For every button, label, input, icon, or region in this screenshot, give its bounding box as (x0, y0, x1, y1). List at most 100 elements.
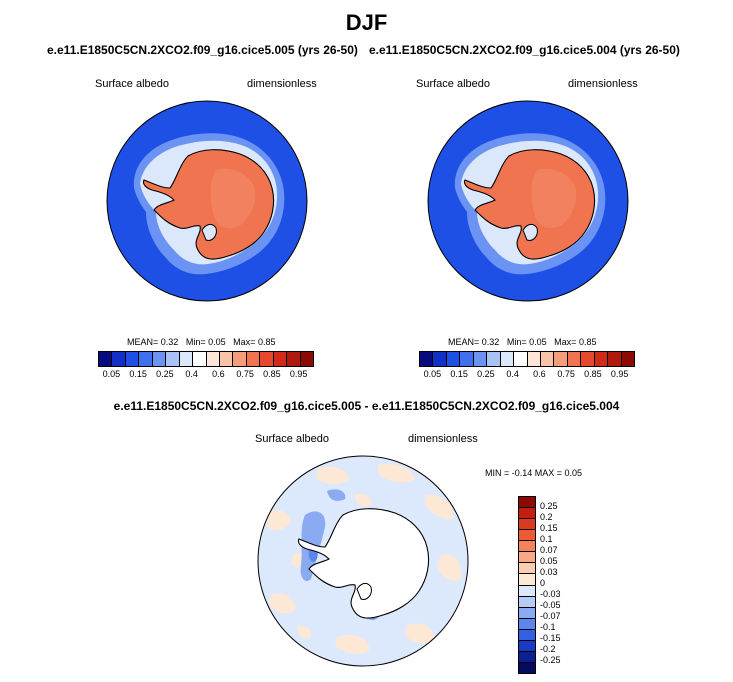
left-variable-label: Surface albedo (95, 78, 169, 90)
colorbar-box (607, 352, 621, 366)
colorbar-box (519, 497, 535, 508)
antarctica-land (297, 508, 430, 619)
colorbar-box (620, 352, 634, 366)
colorbar-tick-label: 0.95 (610, 369, 629, 379)
colorbar-box (99, 352, 112, 366)
colorbar-box (519, 595, 535, 607)
colorbar-tick-label: 0.4 (185, 369, 198, 379)
colorbar-box (519, 551, 535, 563)
left-units-label: dimensionless (247, 78, 317, 90)
colorbar-box (499, 352, 514, 366)
diff-colorbar-labels: 0.25 0.2 0.15 0.1 0.07 0.05 0.03 0 -0.03 -0.05 -0.… (540, 496, 580, 674)
diff-case-title: e.e11.E1850C5CN.2XCO2.f09_g16.cice5.005 … (113, 399, 620, 413)
colorbar-tick-label: 0.2 (540, 512, 553, 522)
colorbar-box (519, 639, 535, 651)
colorbar-box (245, 352, 260, 366)
colorbar-box (519, 540, 535, 552)
ice-shelf-ross (201, 223, 217, 241)
colorbar-tick-label: 0.4 (506, 369, 519, 379)
colorbar-box (519, 617, 535, 629)
right-units-label: dimensionless (568, 78, 638, 90)
right-colorbar-labels: 0.05 0.15 0.25 0.4 0.6 0.75 0.85 0.95 (419, 369, 635, 381)
left-stats: MEAN= 0.32 Min= 0.05 Max= 0.85 (127, 337, 276, 347)
colorbar-tick-label: -0.25 (540, 655, 561, 665)
colorbar-tick-label: 0.95 (289, 369, 308, 379)
colorbar-tick-label: 0 (540, 578, 546, 588)
colorbar-tick-label: 0.07 (540, 545, 558, 555)
colorbar-box (580, 352, 594, 366)
colorbar-box (111, 352, 125, 366)
diff-variable-label: Surface albedo (255, 433, 329, 445)
interior-highlight (210, 168, 256, 229)
colorbar-tick-label: 0.85 (584, 369, 602, 379)
colorbar-tick-label: -0.05 (540, 600, 561, 610)
colorbar-box (445, 352, 460, 366)
colorbar-box (553, 352, 567, 366)
colorbar-box (519, 584, 535, 596)
colorbar-tick-label: 0.03 (540, 567, 558, 577)
colorbar-box (486, 352, 500, 366)
right-variable-label: Surface albedo (416, 78, 490, 90)
colorbar-tick-label: 0.15 (540, 523, 558, 533)
colorbar-box (519, 507, 535, 519)
colorbar-box (272, 352, 287, 366)
colorbar-box (519, 573, 535, 585)
left-colorbar (98, 351, 314, 367)
right-colorbar (419, 351, 635, 367)
colorbar-tick-label: -0.1 (540, 622, 556, 632)
diff-units-label: dimensionless (408, 433, 478, 445)
colorbar-tick-label: 0.1 (540, 534, 553, 544)
colorbar-box (519, 518, 535, 530)
right-stats: MEAN= 0.32 Min= 0.05 Max= 0.85 (448, 337, 597, 347)
colorbar-box (566, 352, 581, 366)
colorbar-box (286, 352, 300, 366)
colorbar-box (432, 352, 446, 366)
colorbar-box (138, 352, 152, 366)
antarctica-land (463, 149, 596, 260)
left-case-title: e.e11.E1850C5CN.2XCO2.f09_g16.cice5.005 … (47, 43, 358, 57)
colorbar-tick-label: 0.05 (102, 369, 121, 379)
colorbar-box (539, 352, 554, 366)
colorbar-tick-label: 0.25 (156, 369, 174, 379)
colorbar-tick-label: 0.05 (540, 556, 558, 566)
colorbar-box (259, 352, 273, 366)
colorbar-tick-label: 0.15 (129, 369, 147, 379)
interior-highlight (531, 168, 577, 229)
colorbar-box (519, 606, 535, 618)
colorbar-tick-label: 0.85 (263, 369, 281, 379)
map-boundary (427, 100, 629, 302)
plot-title: DJF (345, 10, 388, 35)
colorbar-box (519, 650, 535, 662)
colorbar-tick-label: 0.05 (423, 369, 442, 379)
map-boundary (106, 100, 308, 302)
colorbar-box (519, 529, 535, 541)
map-boundary (257, 455, 469, 667)
positive-anomaly-patches (267, 463, 462, 654)
colorbar-box (218, 352, 233, 366)
diff-colorbar (518, 496, 536, 674)
ice-shelf-ross (522, 223, 538, 241)
colorbar-tick-label: -0.03 (540, 589, 561, 599)
colorbar-box (232, 352, 246, 366)
colorbar-box (178, 352, 193, 366)
colorbar-box (519, 628, 535, 640)
antarctica-land (142, 149, 275, 260)
colorbar-tick-label: 0.25 (540, 501, 558, 511)
left-colorbar-labels: 0.05 0.15 0.25 0.4 0.6 0.75 0.85 0.95 (98, 369, 314, 381)
colorbar-box (151, 352, 166, 366)
colorbar-box (519, 661, 535, 673)
colorbar-box (192, 352, 206, 366)
diff-stats: MIN = -0.14 MAX = 0.05 (485, 468, 583, 478)
colorbar-tick-label: 0.6 (212, 369, 225, 379)
colorbar-box (519, 562, 535, 574)
left-map (106, 100, 308, 302)
diff-map (257, 455, 469, 667)
colorbar-tick-label: 0.15 (450, 369, 468, 379)
colorbar-box (420, 352, 433, 366)
colorbar-tick-label: 0.75 (557, 369, 575, 379)
colorbar-tick-label: -0.15 (540, 633, 561, 643)
colorbar-tick-label: 0.75 (236, 369, 254, 379)
colorbar-box (205, 352, 219, 366)
ice-shelf-ross (356, 582, 372, 600)
colorbar-box (593, 352, 608, 366)
